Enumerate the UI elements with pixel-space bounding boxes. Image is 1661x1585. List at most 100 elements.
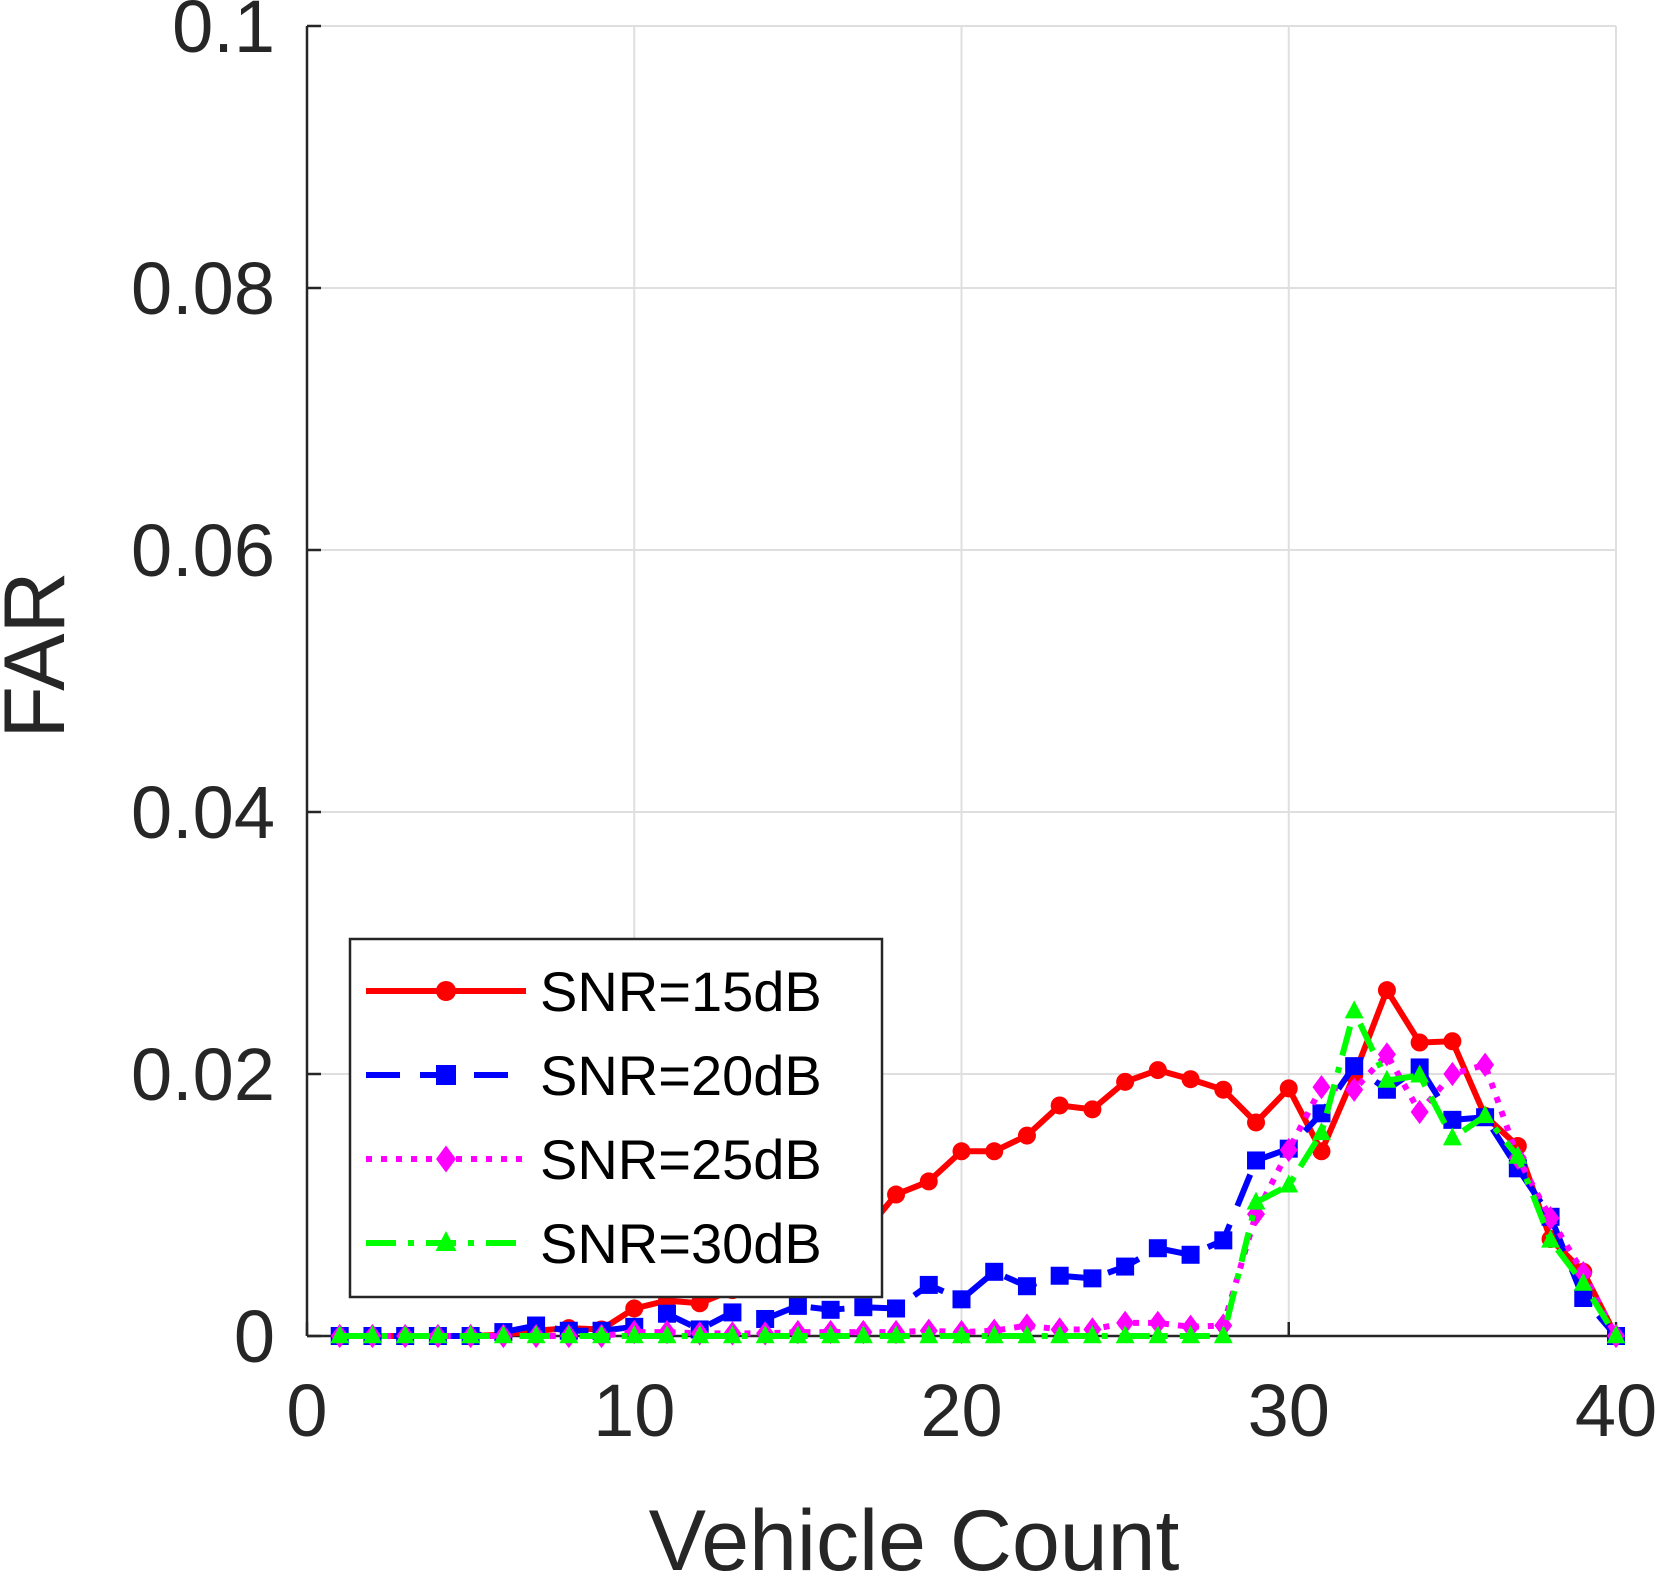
- data-point: [1181, 1245, 1200, 1264]
- data-point: [1017, 1325, 1037, 1344]
- data-point: [395, 1325, 415, 1344]
- data-point: [1312, 1074, 1331, 1100]
- data-point: [1574, 1289, 1593, 1308]
- data-point: [526, 1325, 546, 1344]
- legend-label: SNR=25dB: [540, 1128, 822, 1191]
- data-point: [657, 1304, 676, 1323]
- data-point: [1115, 1325, 1135, 1344]
- x-tick-label: 20: [920, 1369, 1002, 1452]
- data-point: [788, 1325, 808, 1344]
- data-point: [821, 1300, 840, 1319]
- data-point: [592, 1325, 611, 1344]
- series-layer: [330, 981, 1626, 1349]
- data-point: [1148, 1310, 1167, 1336]
- legend-marker: [435, 1231, 457, 1251]
- x-tick-label: 40: [1575, 1369, 1657, 1452]
- legend-marker: [436, 1145, 456, 1173]
- data-point: [985, 1262, 1004, 1281]
- y-axis-title: FAR: [0, 571, 83, 738]
- data-point: [1279, 1137, 1298, 1163]
- data-point: [886, 1325, 906, 1344]
- data-point: [1573, 1272, 1593, 1291]
- data-point: [887, 1299, 906, 1318]
- axes: 0 10 20 30 40 0 0.02 0.04 0.06 0.08 0.1: [131, 0, 1657, 1452]
- data-point: [1312, 1122, 1331, 1141]
- y-tick-label: 0.1: [172, 0, 275, 68]
- data-point: [919, 1325, 939, 1344]
- data-point: [755, 1325, 775, 1344]
- data-point: [723, 1303, 742, 1322]
- data-point: [1050, 1325, 1070, 1344]
- data-point: [919, 1172, 938, 1191]
- data-point: [985, 1142, 1004, 1161]
- data-point: [1050, 1266, 1069, 1285]
- data-point: [1181, 1070, 1200, 1089]
- data-point: [1246, 1191, 1266, 1210]
- legend-label: SNR=30dB: [540, 1212, 822, 1275]
- data-point: [984, 1325, 1004, 1344]
- x-tick-label: 30: [1248, 1369, 1330, 1452]
- data-point: [1443, 1061, 1462, 1087]
- data-point: [1541, 1229, 1560, 1248]
- y-tick-label: 0.06: [131, 509, 275, 592]
- data-point: [1213, 1325, 1233, 1344]
- y-tick-label: 0.08: [131, 247, 275, 330]
- data-point: [1508, 1145, 1528, 1164]
- legend-label: SNR=20dB: [540, 1044, 822, 1107]
- data-point: [1247, 1113, 1266, 1132]
- data-point: [1410, 1064, 1430, 1083]
- grid: [306, 25, 1617, 1337]
- data-point: [1083, 1100, 1102, 1119]
- data-point: [1442, 1127, 1462, 1146]
- legend-marker: [436, 1065, 456, 1085]
- data-point: [854, 1298, 873, 1317]
- data-point: [952, 1325, 971, 1344]
- data-point: [657, 1325, 677, 1344]
- data-point: [1247, 1151, 1266, 1170]
- data-point: [1214, 1231, 1233, 1250]
- y-tick-label: 0.02: [131, 1033, 275, 1116]
- data-point: [1181, 1325, 1201, 1344]
- series-line: [339, 1008, 1619, 1339]
- data-point: [363, 1325, 382, 1344]
- x-axis-title: Vehicle Count: [649, 1493, 1180, 1585]
- data-point: [821, 1325, 841, 1344]
- data-point: [1345, 1077, 1364, 1102]
- data-point: [1377, 1069, 1397, 1088]
- series-line: [339, 1051, 1619, 1339]
- data-point: [690, 1325, 710, 1344]
- data-point: [1279, 1079, 1298, 1098]
- data-point: [722, 1325, 742, 1344]
- data-point: [690, 1294, 709, 1313]
- data-point: [1377, 1042, 1396, 1067]
- data-point: [1116, 1310, 1135, 1336]
- x-tick-label: 0: [286, 1369, 327, 1452]
- data-point: [1476, 1052, 1495, 1077]
- data-point: [461, 1325, 481, 1344]
- data-point: [1541, 1205, 1560, 1231]
- data-point: [887, 1185, 906, 1204]
- data-point: [1116, 1072, 1135, 1091]
- data-point: [1475, 1105, 1495, 1124]
- data-point: [1345, 1057, 1364, 1076]
- legend-box: [348, 937, 884, 1299]
- data-point: [624, 1325, 644, 1344]
- data-point: [1214, 1080, 1233, 1099]
- data-point: [1312, 1142, 1331, 1161]
- data-point: [1606, 1325, 1626, 1344]
- data-point: [1377, 981, 1396, 1000]
- data-point: [853, 1325, 873, 1344]
- data-point: [1148, 1061, 1167, 1080]
- legend-label: SNR=15dB: [540, 960, 822, 1023]
- data-point: [1082, 1325, 1102, 1344]
- data-point: [1443, 1110, 1462, 1129]
- series-line: [339, 987, 1619, 1339]
- data-point: [1410, 1033, 1429, 1052]
- data-point: [952, 1142, 971, 1161]
- data-point: [756, 1309, 775, 1328]
- data-point: [625, 1299, 644, 1318]
- y-tick-label: 0: [234, 1295, 275, 1378]
- data-point: [788, 1296, 807, 1315]
- legend: SNR=15dB SNR=20dB SNR=25dB SNR=30dB: [348, 937, 884, 1299]
